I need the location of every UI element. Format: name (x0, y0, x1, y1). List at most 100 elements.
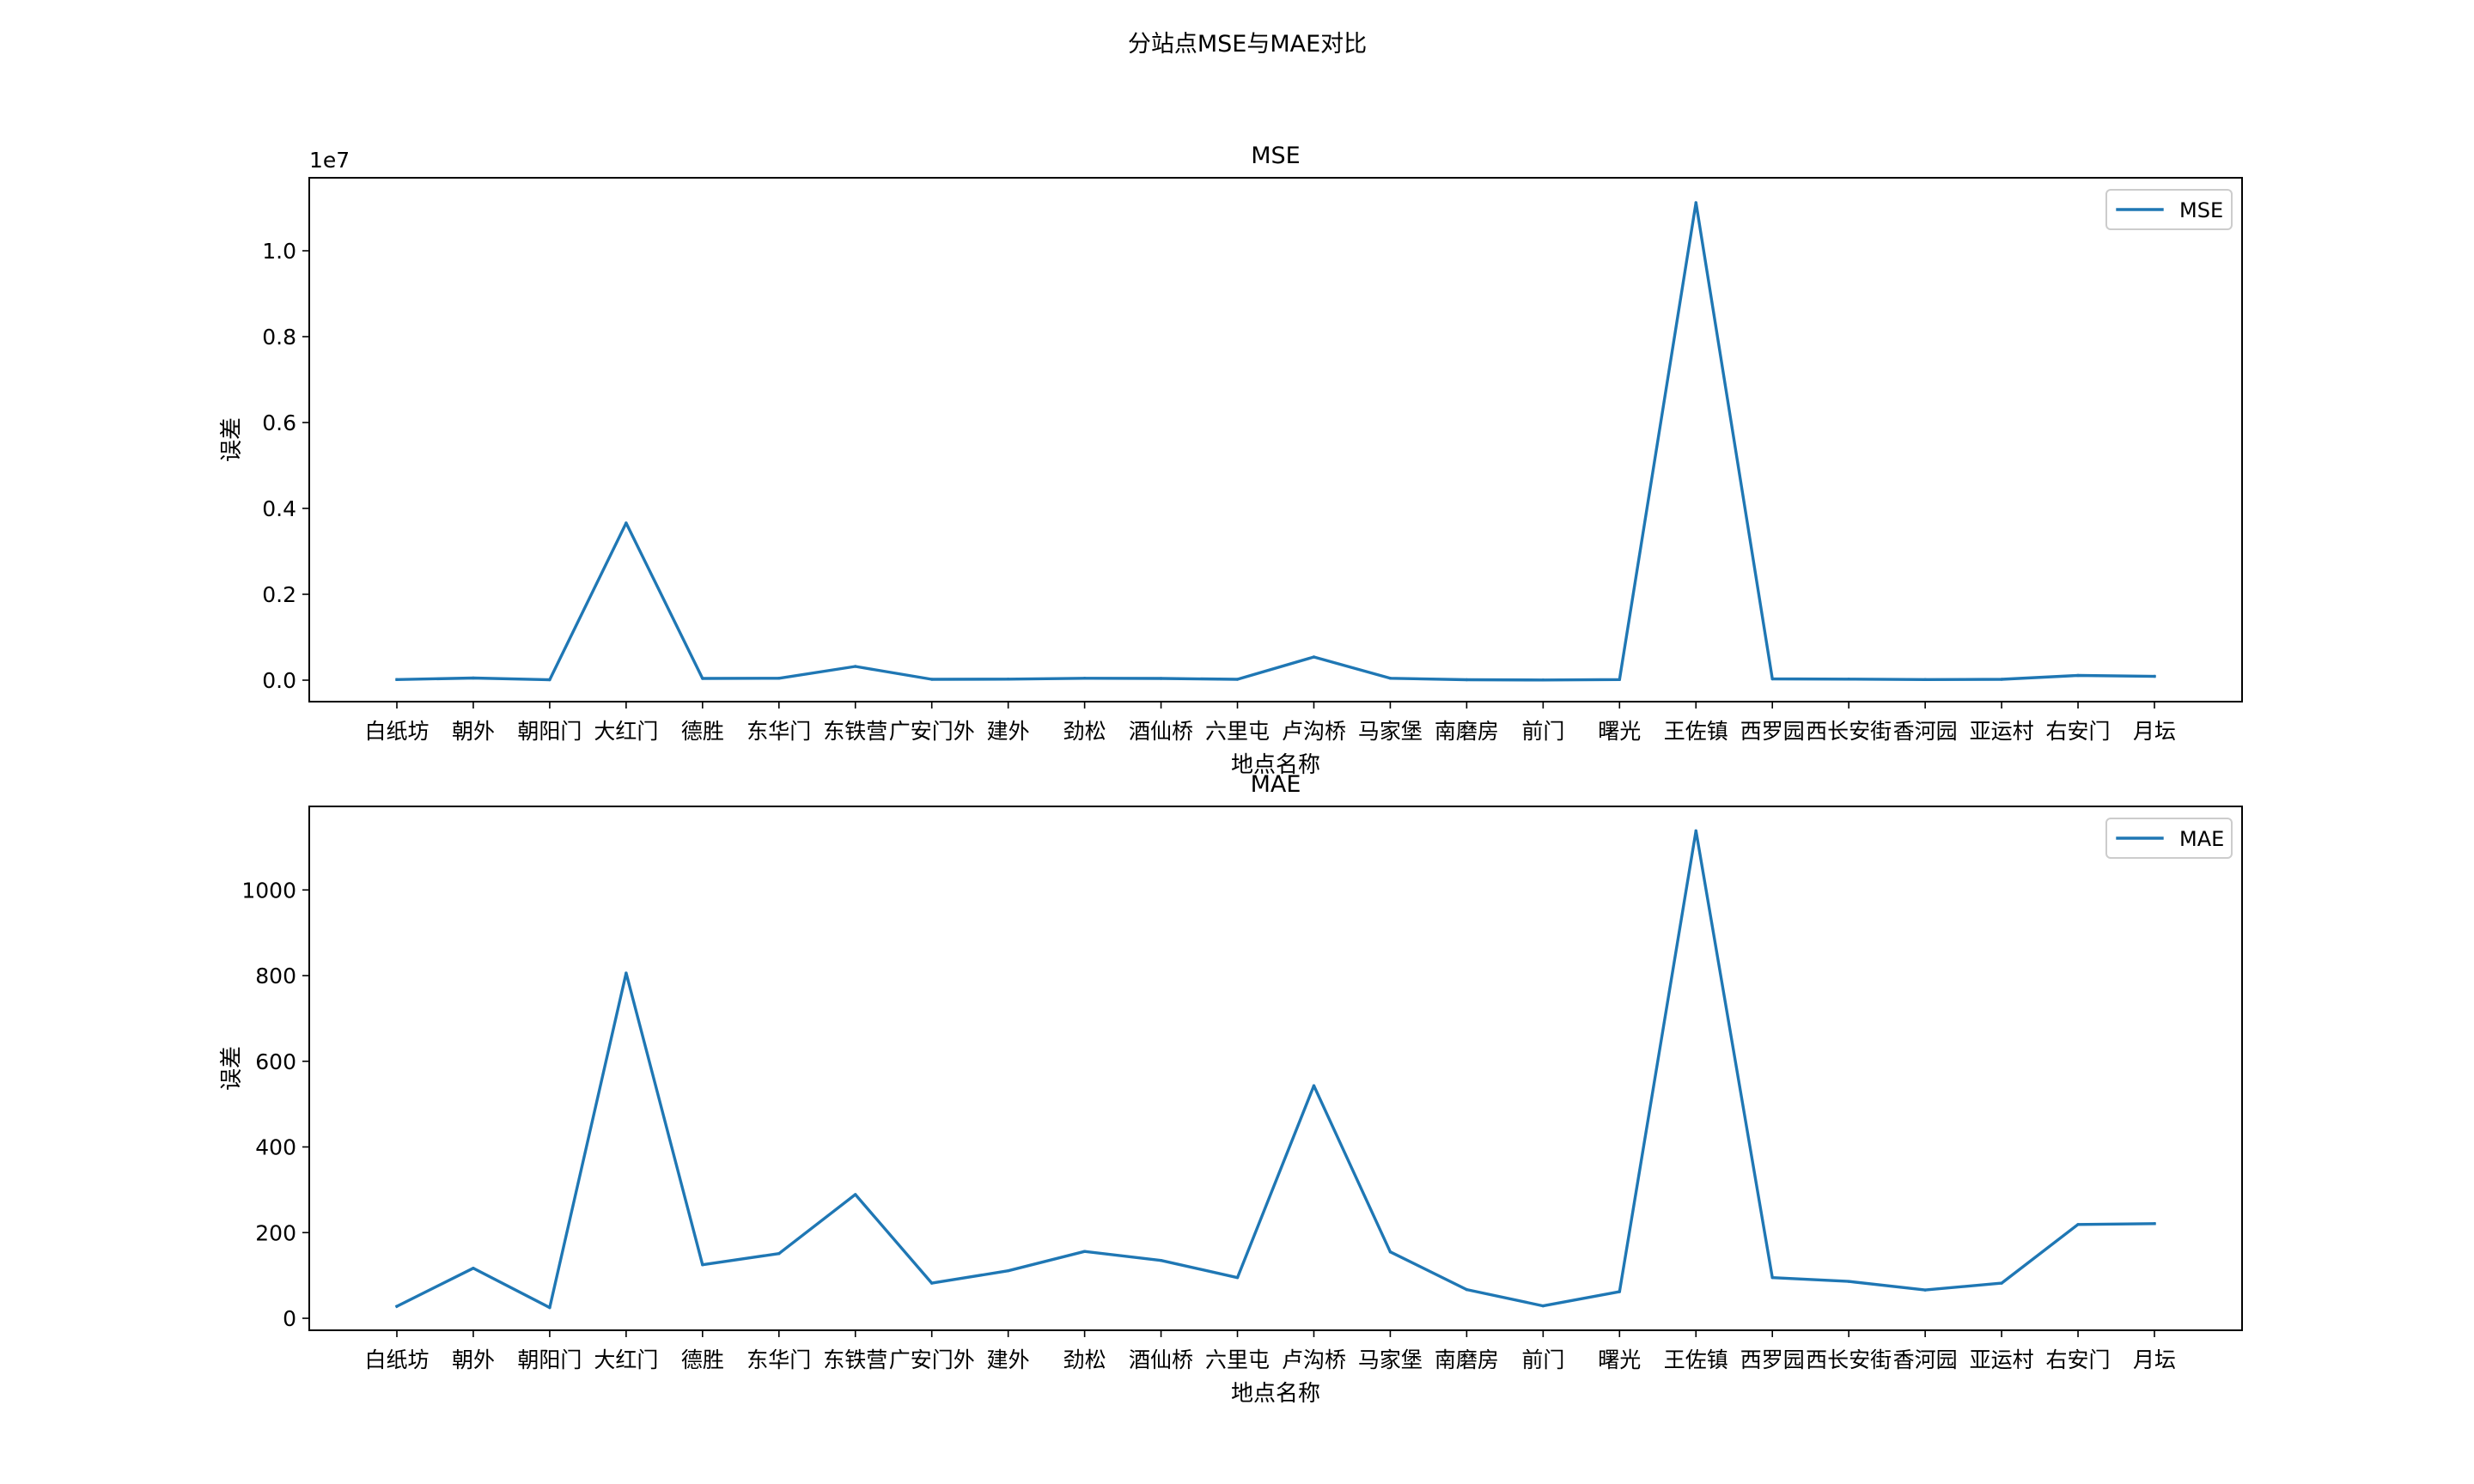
mae-xtick-label: 卢沟桥 (1282, 1347, 1346, 1372)
mse-data-point (1235, 678, 1240, 681)
mse-legend: MSE (2105, 189, 2233, 230)
mae-data-point (2000, 1281, 2003, 1285)
mae-data-point (2153, 1222, 2156, 1226)
mse-xtick-label: 东华门 (746, 719, 811, 744)
mse-axes-frame (308, 177, 2243, 702)
mse-data-point (2153, 674, 2156, 678)
mse-xtick-label: 王佐镇 (1664, 719, 1728, 744)
mse-data-point (1006, 678, 1010, 681)
mae-data-point (1312, 1084, 1316, 1087)
mse-data-point (395, 678, 399, 681)
mse-xtick-label: 马家堡 (1358, 719, 1423, 744)
mse-title: MSE (1251, 143, 1301, 169)
mae-xtick-label: 右安门 (2046, 1347, 2111, 1372)
mse-xtick-label: 亚运村 (1970, 719, 2034, 744)
mae-xtick-label: 东华门 (746, 1347, 811, 1372)
mae-xtick-label: 广安门外 (889, 1347, 975, 1372)
mae-xtick-label: 南磨房 (1435, 1347, 1499, 1372)
mse-data-point (1847, 678, 1850, 681)
mae-legend-label: MAE (2179, 827, 2224, 851)
mae-data-point (1847, 1280, 1850, 1283)
mae-axes: MAE 0 200 400 600 800 1000 白纸坊 朝外 朝阳门 大红门 德胜 东华门 东铁营广… (219, 771, 2243, 1407)
mse-xtick-label: 南磨房 (1435, 719, 1499, 744)
mse-legend-label: MSE (2179, 198, 2223, 222)
mae-data-point (854, 1193, 857, 1196)
mse-data-point (1694, 201, 1697, 204)
mae-data-point (625, 971, 628, 975)
mse-ytick-label: 0.8 (262, 325, 296, 350)
mse-xtick-label: 朝阳门 (517, 719, 582, 744)
mse-xtick-label: 西罗园 (1740, 719, 1805, 744)
mae-series-line (394, 829, 2156, 1310)
mae-xtick-label: 大红门 (594, 1347, 658, 1372)
mae-data-point (1465, 1287, 1469, 1292)
mae-ytick-label: 1000 (241, 878, 296, 903)
mae-data-point (1006, 1268, 1010, 1273)
mse-xtick-label: 大红门 (594, 719, 658, 744)
mse-xtick-label: 西长安街 (1806, 719, 1892, 744)
mae-ytick-label: 400 (255, 1135, 296, 1160)
mse-data-point (1618, 678, 1622, 681)
mse-ytick-label: 1.0 (262, 239, 296, 264)
mse-data-point (701, 677, 704, 680)
mae-axes-frame (308, 806, 2243, 1331)
mae-xtick-label: 朝外 (452, 1347, 495, 1372)
mae-xtick-label: 曙光 (1598, 1347, 1641, 1372)
mae-xtick-label: 朝阳门 (517, 1347, 582, 1372)
mse-data-point (1541, 678, 1545, 682)
mse-ytick-label: 0.2 (262, 582, 296, 607)
mae-data-point (395, 1305, 399, 1308)
mse-data-point (1770, 677, 1774, 681)
mae-ytick-label: 0 (283, 1306, 296, 1331)
mae-data-point (1770, 1275, 1774, 1280)
mae-ytick-label: 200 (255, 1220, 296, 1245)
mse-xtick-label: 月坛 (2133, 719, 2176, 744)
mse-data-point (472, 676, 475, 680)
mae-ylabel: 误差 (219, 1046, 245, 1091)
mse-xlabel: 地点名称 (1231, 752, 1320, 778)
mse-data-point (854, 665, 857, 668)
mae-xtick-label: 香河园 (1893, 1347, 1958, 1372)
mse-xtick-label: 德胜 (681, 719, 724, 744)
mae-data-point (2076, 1223, 2080, 1226)
mse-xtick-label: 建外 (987, 719, 1030, 744)
mae-data-point (1541, 1304, 1545, 1308)
mse-data-point (1923, 678, 1927, 681)
mae-ytick-label: 800 (255, 964, 296, 988)
mse-xtick-label: 广安门外 (889, 719, 975, 744)
mse-xtick-label: 劲松 (1063, 719, 1106, 744)
mae-data-point (1694, 829, 1697, 833)
mae-xtick-label: 西罗园 (1740, 1347, 1805, 1372)
mse-xtick-label: 东铁营 (823, 719, 887, 744)
mae-legend: MAE (2105, 818, 2233, 859)
mse-data-point (1159, 677, 1163, 680)
mse-data-point (929, 678, 934, 681)
mse-xtick-label: 酒仙桥 (1129, 719, 1193, 744)
mae-xtick-label: 亚运村 (1970, 1347, 2034, 1372)
mae-xtick-label: 白纸坊 (364, 1347, 429, 1372)
mse-xtick-label: 右安门 (2046, 719, 2111, 744)
mae-data-point (1388, 1250, 1392, 1254)
mae-xtick-label: 劲松 (1063, 1347, 1106, 1372)
mse-axes: MSE 1e7 0.0 0.2 0.4 0.6 0.8 1.0 白纸坊 朝外 朝阳门 大红门 德胜 东华门… (219, 143, 2243, 778)
mse-data-point (548, 678, 551, 682)
mae-title: MAE (1251, 771, 1301, 798)
mae-data-point (929, 1281, 934, 1285)
mse-xtick-label: 卢沟桥 (1282, 719, 1346, 744)
mae-data-point (701, 1262, 704, 1267)
mae-data-point (1618, 1290, 1622, 1293)
mse-legend-box (2105, 189, 2233, 230)
mae-data-point (777, 1252, 781, 1256)
mse-xtick-label: 朝外 (452, 719, 495, 744)
mse-xtick-label: 前门 (1521, 719, 1564, 744)
mse-data-point (1312, 655, 1316, 659)
mae-xtick-label: 德胜 (681, 1347, 724, 1372)
figure-title: 分站点MSE与MAE对比 (1128, 31, 1367, 58)
mse-data-point (1082, 677, 1087, 680)
mse-xtick-label: 曙光 (1598, 719, 1641, 744)
mse-xtick-label: 香河园 (1893, 719, 1958, 744)
mse-xtick-label: 六里屯 (1205, 719, 1270, 744)
mae-xtick-label: 酒仙桥 (1129, 1347, 1193, 1372)
mae-xtick-label: 西长安街 (1806, 1347, 1892, 1372)
mse-data-point (625, 521, 628, 525)
